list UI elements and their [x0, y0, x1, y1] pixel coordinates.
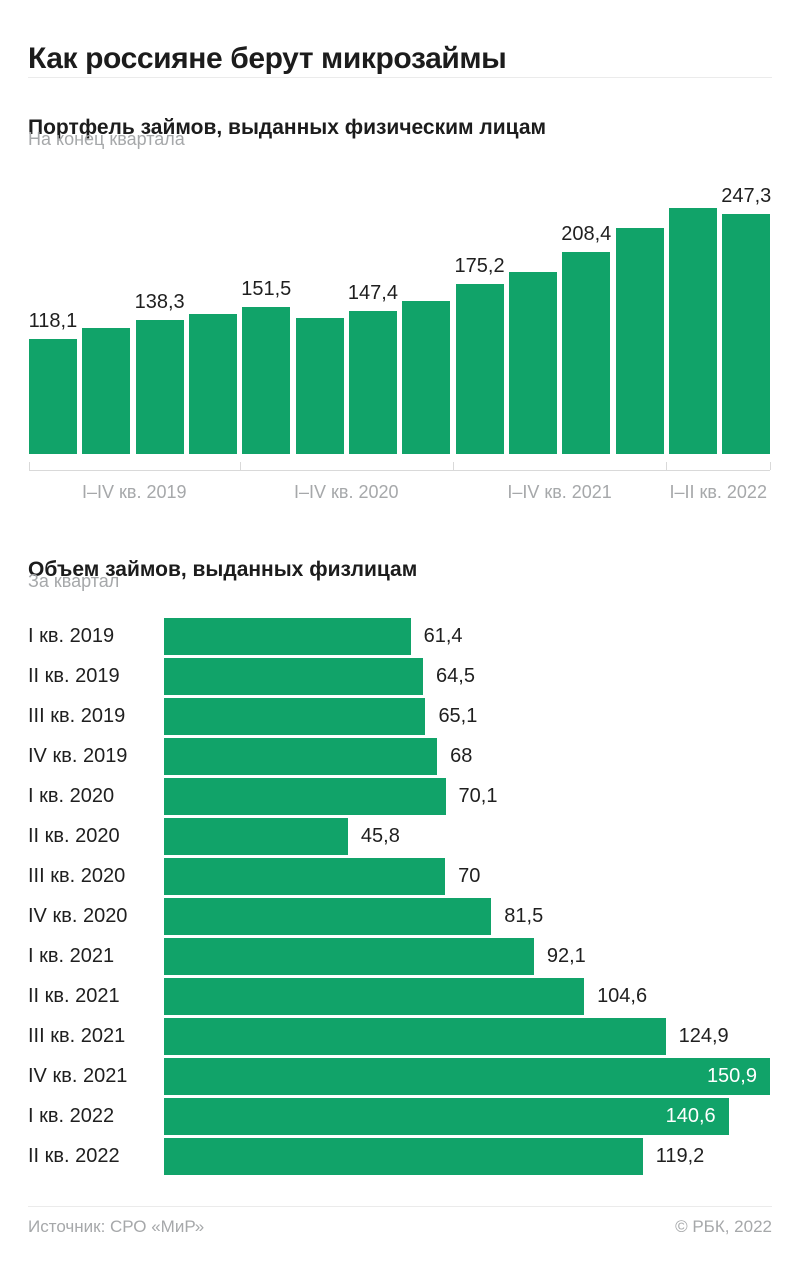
volume-chart-subtitle: За квартал: [28, 571, 120, 591]
volume-row-label: II кв. 2022: [28, 1145, 120, 1167]
portfolio-bar-value: 138,3: [134, 290, 185, 313]
portfolio-bar: [402, 300, 451, 454]
volume-row-label: II кв. 2021: [28, 985, 120, 1007]
x-axis-group-label: I–IV кв. 2021: [507, 482, 612, 502]
x-axis-group-label: I–IV кв. 2020: [293, 482, 399, 502]
volume-bar-value: 124,9: [678, 1025, 729, 1047]
page-title: Как россияне берут микрозаймы: [28, 42, 507, 76]
volume-bar: [164, 658, 424, 695]
portfolio-bar: [188, 314, 237, 454]
footer-divider: [28, 1206, 772, 1207]
volume-bar-value: 70,1: [458, 785, 498, 807]
volume-bar: [164, 778, 446, 815]
x-axis-tick: [452, 462, 454, 470]
portfolio-bar-value: 118,1: [28, 310, 78, 333]
portfolio-bar: [455, 283, 504, 454]
x-axis-group-label: I–II кв. 2022: [669, 482, 767, 502]
volume-bar-value: 70: [458, 865, 481, 887]
portfolio-bar: [668, 208, 717, 454]
portfolio-bar: [562, 251, 611, 454]
x-axis-tick: [770, 462, 772, 470]
portfolio-bar: [295, 317, 344, 454]
volume-bar-value: 68: [450, 745, 473, 767]
volume-row-label: I кв. 2020: [28, 785, 115, 807]
volume-bar: [164, 818, 348, 855]
volume-row-label: I кв. 2019: [28, 625, 115, 647]
volume-row-label: III кв. 2019: [28, 705, 126, 727]
volume-bar: [164, 858, 446, 895]
portfolio-bar-value: 147,4: [347, 281, 398, 304]
volume-row-label: IV кв. 2019: [28, 745, 128, 767]
x-axis-line: [29, 470, 771, 471]
volume-bar: [164, 1018, 666, 1055]
volume-bar: [164, 698, 426, 735]
volume-bar: [164, 1098, 729, 1135]
volume-row-label: I кв. 2022: [28, 1105, 115, 1127]
volume-chart-title: Объем займов, выданных физлицам: [28, 558, 418, 582]
volume-row-label: III кв. 2020: [28, 865, 126, 887]
volume-bar: [164, 618, 411, 655]
portfolio-bar: [82, 327, 131, 454]
volume-bar: [164, 1138, 643, 1175]
portfolio-bar-value: 247,3: [721, 184, 772, 207]
volume-bar-value: 119,2: [655, 1145, 705, 1167]
volume-bar: [164, 1058, 770, 1095]
portfolio-bar: [135, 319, 184, 454]
volume-bar-value: 81,5: [504, 905, 544, 927]
title-divider: [28, 77, 772, 78]
volume-row-label: II кв. 2019: [28, 665, 120, 687]
portfolio-bar-value: 208,4: [561, 222, 612, 245]
volume-bar-value: 150,9: [706, 1065, 757, 1087]
source-credit: Источник: СРО «МиР»: [28, 1217, 205, 1236]
volume-bar-value: 64,5: [436, 665, 475, 687]
portfolio-bar: [615, 227, 664, 454]
volume-row-label: II кв. 2020: [28, 825, 120, 847]
x-axis-tick: [239, 462, 241, 470]
portfolio-bar-value: 175,2: [454, 254, 505, 277]
volume-bar-value: 140,6: [665, 1105, 716, 1127]
volume-bar: [164, 978, 585, 1015]
volume-bar: [164, 938, 534, 975]
volume-bar-value: 65,1: [438, 705, 478, 727]
volume-row-label: IV кв. 2021: [28, 1065, 128, 1087]
portfolio-bar: [29, 339, 77, 454]
volume-bar-value: 92,1: [546, 945, 586, 967]
portfolio-bar: [722, 213, 771, 454]
volume-bar-value: 61,4: [423, 625, 463, 647]
portfolio-chart-title: Портфель займов, выданных физическим лиц…: [28, 116, 547, 140]
portfolio-bar: [508, 272, 557, 454]
portfolio-bar: [242, 306, 291, 454]
x-axis-group-label: I–IV кв. 2019: [82, 482, 187, 502]
portfolio-bar-value: 151,5: [241, 277, 292, 300]
x-axis-tick: [666, 462, 668, 470]
volume-row-label: III кв. 2021: [28, 1025, 126, 1047]
volume-row-label: IV кв. 2020: [28, 905, 128, 927]
volume-bar: [164, 738, 438, 775]
x-axis-tick: [29, 462, 30, 470]
portfolio-bar: [348, 310, 397, 454]
volume-bar-value: 45,8: [360, 825, 400, 847]
portfolio-chart-subtitle: На конец квартала: [28, 129, 185, 149]
volume-bar: [164, 898, 492, 935]
volume-bar-value: 104,6: [597, 985, 648, 1007]
volume-row-label: I кв. 2021: [28, 945, 115, 967]
copyright-credit: © РБК, 2022: [675, 1217, 772, 1236]
